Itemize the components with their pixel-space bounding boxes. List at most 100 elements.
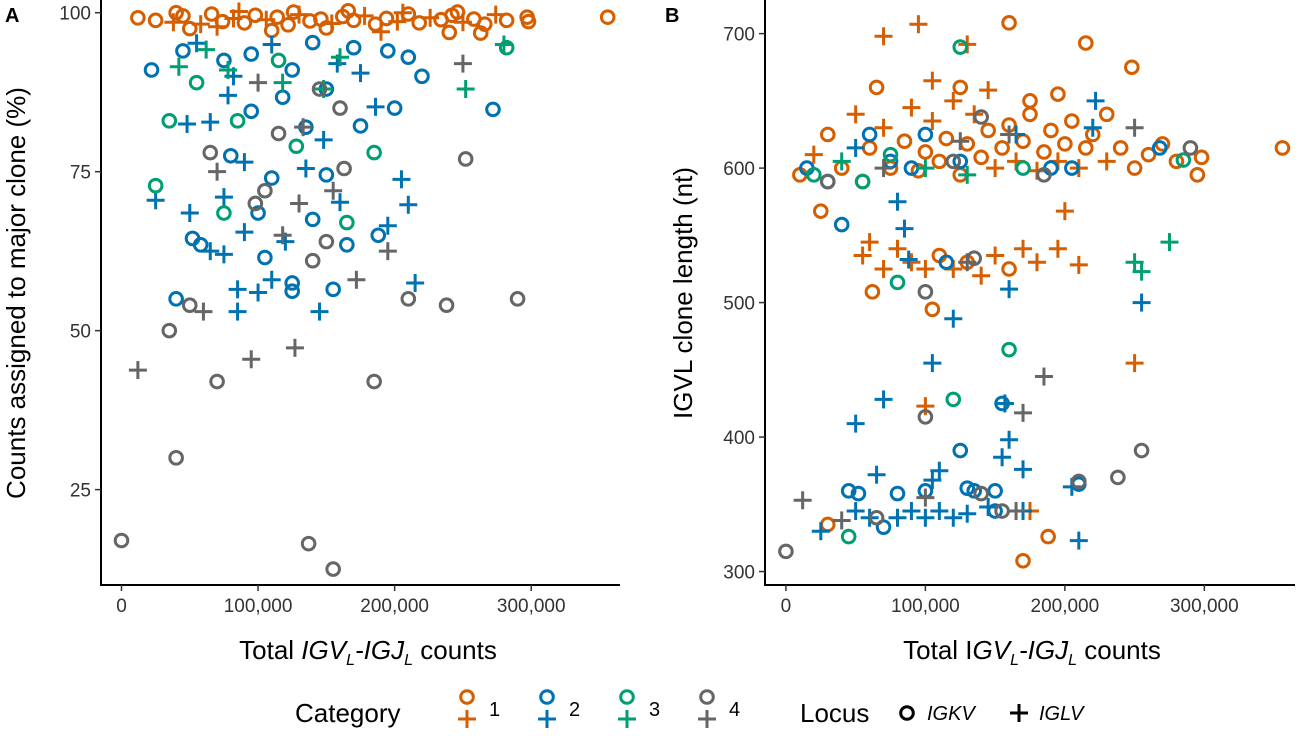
panel-a-y-title: Counts assigned to major clone (%) <box>1 87 31 499</box>
legend-circle-icon <box>699 689 715 705</box>
data-point <box>916 159 935 178</box>
data-point <box>980 122 996 139</box>
data-point <box>311 81 328 97</box>
data-point <box>273 226 292 245</box>
data-point <box>456 80 475 99</box>
data-point <box>257 249 273 266</box>
y-tick-label: 300 <box>723 563 755 584</box>
data-point <box>1014 403 1033 422</box>
data-point <box>147 12 164 29</box>
data-point <box>243 103 260 120</box>
data-point <box>889 274 906 291</box>
data-point <box>270 125 287 142</box>
data-point <box>509 291 526 307</box>
data-point <box>923 354 942 373</box>
panel-a-x-title: Total IGVL-IGJL counts <box>239 635 497 669</box>
data-point <box>811 522 830 541</box>
data-point <box>917 126 934 143</box>
data-point <box>1125 253 1144 272</box>
data-point <box>909 15 928 34</box>
data-point <box>235 153 254 172</box>
data-point <box>952 153 969 170</box>
data-point <box>288 138 305 155</box>
data-point <box>1034 367 1053 386</box>
data-point <box>161 322 178 339</box>
data-point <box>804 145 823 164</box>
data-point <box>987 503 1003 519</box>
panel-a-ticks: 0 100,000 200,000 300,000 25 50 75 100 <box>59 4 565 617</box>
legend-circle-icon <box>619 689 635 705</box>
data-point <box>352 118 369 134</box>
data-point <box>938 254 955 271</box>
data-point <box>314 130 333 149</box>
data-point <box>832 511 851 530</box>
data-point <box>994 140 1010 156</box>
data-point <box>1097 152 1116 171</box>
data-point <box>263 170 280 186</box>
data-point <box>938 130 955 147</box>
data-point <box>979 81 998 100</box>
data-point <box>247 7 264 24</box>
data-point <box>285 4 302 20</box>
data-point <box>325 561 341 577</box>
data-point <box>846 138 865 157</box>
data-point <box>393 3 412 22</box>
data-point <box>1007 502 1026 521</box>
data-point <box>840 483 857 499</box>
data-point <box>874 159 893 178</box>
data-point <box>284 275 301 291</box>
data-point <box>1043 122 1059 139</box>
data-point <box>864 284 881 300</box>
data-point <box>896 133 913 150</box>
x-tick-label: 300,000 <box>1170 596 1239 617</box>
data-point <box>414 68 430 85</box>
data-point <box>1098 106 1115 123</box>
data-point <box>270 52 287 69</box>
data-point <box>216 52 232 69</box>
data-point <box>214 188 233 207</box>
data-point <box>868 79 885 96</box>
data-point <box>290 194 309 213</box>
data-point <box>203 6 220 22</box>
legend: Category 1 2 3 4 Locus IGKV IGLV <box>295 689 1085 728</box>
y-tick-label: 700 <box>723 25 755 46</box>
data-point <box>1064 160 1080 176</box>
data-point <box>366 373 382 390</box>
data-point <box>378 10 395 27</box>
data-point <box>250 205 266 221</box>
data-point <box>366 144 382 161</box>
data-point <box>1001 341 1017 358</box>
data-point <box>916 508 935 527</box>
data-point <box>945 153 962 170</box>
panel-b-y-title: IGVL clone length (nt) <box>668 167 698 419</box>
data-point <box>247 195 264 212</box>
data-point <box>284 283 301 300</box>
data-point <box>1040 528 1056 545</box>
data-point <box>325 281 341 298</box>
data-point <box>1083 118 1102 137</box>
data-point <box>453 54 472 73</box>
y-tick-label: 25 <box>70 481 91 502</box>
data-point <box>208 17 227 36</box>
data-point <box>249 73 268 92</box>
legend-category-label: 3 <box>649 699 660 721</box>
legend-category-label: 1 <box>489 699 500 721</box>
legend-locus-title: Locus <box>800 698 869 728</box>
data-point <box>916 397 935 416</box>
legend-locus-iglv: IGLV <box>1010 703 1085 725</box>
data-point <box>324 181 343 200</box>
data-point <box>973 109 989 125</box>
data-point <box>888 508 907 527</box>
data-point <box>917 409 934 425</box>
legend-locus-items: IGKV IGLV <box>899 703 1085 725</box>
data-point <box>1126 160 1143 176</box>
panel-b-x-title: Total IGVL-IGJL counts <box>903 635 1161 669</box>
data-point <box>854 173 871 190</box>
data-point <box>201 113 220 132</box>
data-point <box>1014 460 1033 479</box>
data-point <box>1022 106 1038 123</box>
data-point <box>304 211 321 228</box>
panel-b-points <box>778 15 1291 569</box>
y-tick-label: 400 <box>723 428 755 449</box>
